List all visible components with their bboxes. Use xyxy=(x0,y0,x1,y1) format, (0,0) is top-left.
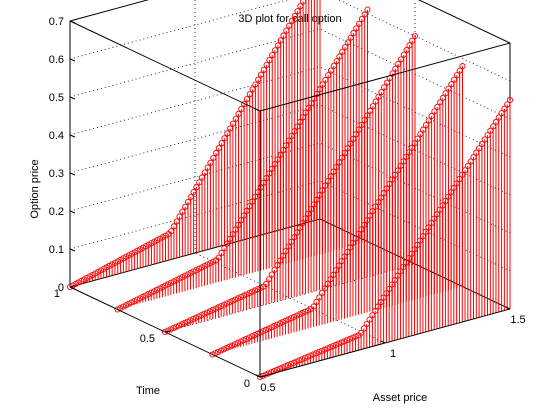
stem-marker xyxy=(114,306,121,313)
z-tick-label: 0 xyxy=(58,282,64,294)
y-tick-label: 0 xyxy=(244,378,250,390)
stem-marker xyxy=(506,96,514,104)
z-tick-label: 0.3 xyxy=(49,168,64,180)
series-t0_25 xyxy=(209,63,466,358)
x-tick-mark xyxy=(380,340,386,344)
box-edge xyxy=(69,0,150,22)
data-stems xyxy=(66,0,514,381)
z-tick-mark xyxy=(69,172,76,176)
stem-marker xyxy=(459,63,466,70)
z-tick-label: 0.7 xyxy=(49,16,64,28)
box-edge xyxy=(259,42,511,112)
y-tick-label: 0.5 xyxy=(140,333,155,345)
series-t0 xyxy=(256,96,514,381)
gridlines xyxy=(69,0,511,344)
y-tick-mark xyxy=(259,375,266,378)
x-tick-label: 0.5 xyxy=(260,382,275,394)
z-tick-label: 0.1 xyxy=(49,244,64,256)
z-tick-label: 0.2 xyxy=(49,206,64,218)
stem-marker xyxy=(161,328,169,336)
z-tick-mark xyxy=(69,134,76,138)
x-tick-label: 1 xyxy=(390,348,396,360)
x-axis-label: Asset price xyxy=(373,392,427,404)
stem-marker xyxy=(411,32,419,40)
box-edge xyxy=(69,20,261,112)
x-tick-mark xyxy=(255,374,261,378)
tick-labels: 0 0.1 0.2 0.3 0.4 0.5 0.6 0.7 0.5 1 1.5 0 0.5 1 xyxy=(49,16,526,394)
z-tick-mark xyxy=(69,96,76,100)
x-tick-label: 1.5 xyxy=(510,314,525,326)
z-tick-mark xyxy=(69,248,76,252)
z-tick-mark xyxy=(69,58,76,62)
z-axis-label: Option price xyxy=(29,159,41,218)
y-tick-label: 1 xyxy=(54,288,60,300)
z-tick-mark xyxy=(69,20,76,24)
stem-marker xyxy=(209,351,216,358)
z-tick-mark xyxy=(69,210,76,214)
series-t0_75 xyxy=(114,6,371,313)
y-tick-mark xyxy=(69,285,76,288)
stem-marker xyxy=(364,6,371,13)
axes-box-back xyxy=(69,0,511,310)
z-tick-label: 0.6 xyxy=(49,54,64,66)
z-tick-label: 0.4 xyxy=(49,130,64,142)
y-tick-mark xyxy=(164,330,171,333)
z-gridline xyxy=(69,180,321,250)
box-edge xyxy=(418,0,511,44)
z-tick-label: 0.5 xyxy=(49,92,64,104)
x-tick-mark xyxy=(505,306,511,310)
z-gridline xyxy=(69,104,321,174)
y-axis-label: Time xyxy=(136,385,160,397)
